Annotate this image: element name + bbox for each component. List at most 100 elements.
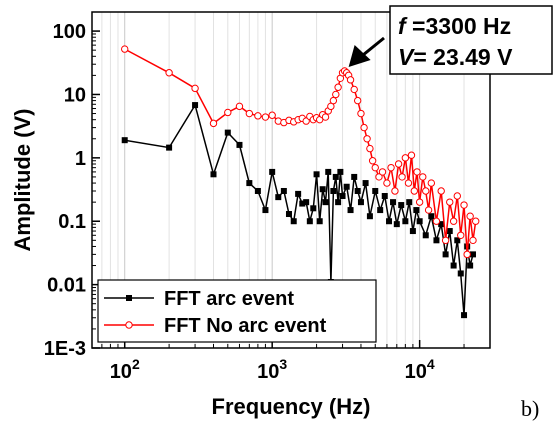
data-point <box>236 141 243 148</box>
data-point <box>329 96 338 105</box>
data-point <box>362 180 369 187</box>
data-point <box>469 236 477 245</box>
data-point <box>332 173 339 180</box>
data-point <box>285 211 292 218</box>
data-point <box>337 168 344 175</box>
legend-entry: FFT arc event <box>104 288 294 310</box>
annotation-voltage: V= 23.49 V <box>398 44 513 70</box>
data-point <box>209 119 218 128</box>
data-point <box>383 179 391 187</box>
data-point <box>306 218 313 225</box>
data-point <box>398 173 406 181</box>
data-point <box>316 218 323 225</box>
data-point <box>280 187 287 194</box>
legend-marker <box>125 321 133 329</box>
data-point <box>406 199 413 206</box>
data-point <box>433 237 440 244</box>
data-point <box>121 137 128 144</box>
data-point <box>295 190 302 197</box>
legend-entry: FFT No arc event <box>104 315 327 337</box>
data-point <box>310 205 317 212</box>
data-point <box>224 129 231 136</box>
data-point <box>422 187 430 195</box>
annotation-arrow-head <box>348 44 371 67</box>
y-tick-label: 1E-3 <box>44 338 86 360</box>
data-point <box>366 144 374 153</box>
data-point <box>453 192 461 200</box>
legend: FFT arc event FFT No arc event <box>97 279 377 343</box>
data-point <box>269 168 276 175</box>
data-point <box>246 180 253 187</box>
data-point <box>262 207 269 214</box>
data-point <box>191 84 199 93</box>
data-point <box>466 212 474 220</box>
data-point <box>353 96 362 105</box>
data-point <box>332 90 340 99</box>
data-point <box>472 217 480 225</box>
data-point <box>335 199 342 206</box>
series-layer <box>121 45 480 319</box>
data-point <box>261 113 270 121</box>
data-point <box>387 163 395 172</box>
data-point <box>454 237 461 244</box>
data-point <box>422 232 429 239</box>
data-point <box>210 171 217 178</box>
data-point <box>325 168 332 175</box>
data-point <box>121 45 129 53</box>
data-point <box>390 199 397 206</box>
data-point <box>391 187 399 195</box>
data-point <box>363 135 371 143</box>
data-point <box>450 262 457 269</box>
data-point <box>192 102 199 109</box>
data-point <box>460 201 468 209</box>
data-point <box>377 207 384 214</box>
data-point <box>401 154 410 162</box>
legend-label: FFT arc event <box>164 288 294 310</box>
data-point <box>235 102 244 111</box>
data-point <box>394 160 403 168</box>
data-point <box>224 108 232 117</box>
data-point <box>339 193 346 200</box>
data-point <box>354 187 361 194</box>
y-tick-label: 0.1 <box>58 211 86 233</box>
data-point <box>378 168 387 176</box>
data-point <box>319 186 326 193</box>
data-point <box>432 217 441 225</box>
data-point <box>313 171 320 178</box>
data-point <box>299 200 306 207</box>
data-point <box>371 163 379 172</box>
data-point <box>386 218 393 225</box>
data-point <box>322 199 329 206</box>
data-point <box>366 213 373 220</box>
y-tick-label: 100 <box>53 21 86 43</box>
data-point <box>350 85 358 94</box>
data-point <box>424 206 433 214</box>
data-point <box>438 221 445 228</box>
annotation-box <box>389 5 553 75</box>
data-point <box>245 109 254 118</box>
data-point <box>254 112 262 120</box>
axes: 100 10 1 0.1 0.01 1E-3 102 103 104 <box>44 11 491 383</box>
y-tick-label: 10 <box>64 84 86 106</box>
data-point <box>457 231 465 239</box>
data-point <box>442 251 449 258</box>
data-point <box>457 270 464 277</box>
legend-box <box>97 279 377 343</box>
x-tick-label: 104 <box>405 356 435 383</box>
series-line <box>124 48 477 255</box>
data-point <box>427 179 436 187</box>
data-point <box>416 218 423 225</box>
data-point <box>321 113 330 121</box>
data-point <box>404 179 413 187</box>
plot-frame <box>91 11 491 349</box>
legend-label: FFT No arc event <box>164 315 327 337</box>
data-point <box>165 69 173 77</box>
data-point <box>381 193 388 200</box>
legend-marker <box>126 295 132 301</box>
data-point <box>357 199 364 206</box>
x-tick-label: 102 <box>110 356 140 383</box>
y-tick-label: 1 <box>75 148 86 170</box>
data-point <box>303 199 310 206</box>
annotation: f =3300 Hz V= 23.49 V <box>348 5 553 75</box>
